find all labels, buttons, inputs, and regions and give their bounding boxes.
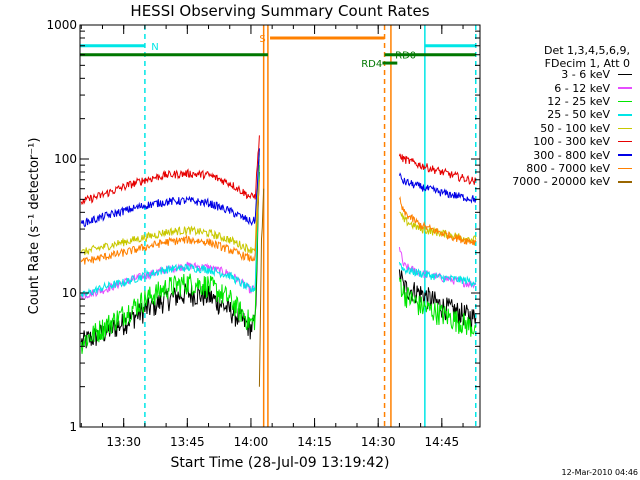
series-line-7-segment-1 <box>80 148 260 228</box>
flag-bar-label-5: RD0 <box>395 51 416 62</box>
x-axis-label: Start Time (28-Jul-09 13:19:42) <box>170 455 390 471</box>
x-tick-label-2: 13:45 <box>170 435 205 449</box>
y-tick-label-2: 10 <box>62 286 77 300</box>
series-line-6-segment-1 <box>80 135 260 206</box>
legend-header-line-1: Det 1,3,4,5,6,9, <box>543 44 630 57</box>
x-tick-label-3: 14:00 <box>234 435 269 449</box>
legend-label: 50 - 100 keV <box>540 121 610 135</box>
series-line-6-segment-2 <box>398 153 477 185</box>
series-line-5-segment-1 <box>80 148 260 256</box>
legend-swatch <box>618 127 632 129</box>
legend-item: 25 - 50 keV <box>512 108 632 121</box>
legend: 3 - 6 keV 6 - 12 keV 12 - 25 keV 25 - 50 ke… <box>512 68 632 189</box>
legend-label: 300 - 800 keV <box>533 148 610 162</box>
date-stamp: 12-Mar-2010 04:46 <box>561 468 639 477</box>
legend-item: 100 - 300 keV <box>512 135 632 148</box>
series-line-1-segment-2 <box>398 269 477 331</box>
legend-label: 12 - 25 keV <box>547 94 610 108</box>
series-line-3-segment-1 <box>80 165 260 354</box>
series-line-8-segment-2 <box>398 196 477 246</box>
legend-header-line-2: FDecim 1, Att 0 <box>544 57 630 70</box>
legend-label: 7000 - 20000 keV <box>512 175 610 189</box>
y-tick-label-3: 100 <box>54 152 77 166</box>
y-axis-label: Count Rate (s⁻¹ detector⁻¹) <box>27 138 42 315</box>
series-line-3-segment-2 <box>398 277 477 337</box>
legend-item: 300 - 800 keV <box>512 148 632 162</box>
flag-bar-label-3: S <box>259 34 265 45</box>
series-line-2-segment-1 <box>80 158 260 300</box>
legend-item: 6 - 12 keV <box>512 81 632 95</box>
flag-bar-label-1: N <box>151 42 158 53</box>
legend-swatch <box>618 73 632 76</box>
legend-item: 50 - 100 keV <box>512 122 632 135</box>
legend-item: 12 - 25 keV <box>512 95 632 108</box>
chart-title: HESSI Observing Summary Count Rates <box>130 2 430 20</box>
y-tick-label-4: 1000 <box>46 18 77 32</box>
flag-bar-label-6: RD4 <box>361 59 382 70</box>
x-tick-label-6: 14:45 <box>425 435 460 449</box>
legend-item: 800 - 7000 keV <box>512 162 632 175</box>
y-tick-label-1: 1 <box>69 420 77 434</box>
legend-label: 800 - 7000 keV <box>526 161 610 175</box>
plot-frame <box>79 24 481 428</box>
legend-label: 100 - 300 keV <box>533 135 610 149</box>
legend-swatch <box>618 140 632 143</box>
legend-header: Det 1,3,4,5,6,9, FDecim 1, Att 0 <box>544 44 630 70</box>
legend-swatch <box>618 114 632 116</box>
series-line-4-segment-2 <box>398 261 477 288</box>
series-line-4-segment-1 <box>80 153 260 298</box>
x-tick-label-4: 14:15 <box>297 435 332 449</box>
legend-item: 3 - 6 keV <box>512 68 632 81</box>
legend-label: 25 - 50 keV <box>547 108 610 122</box>
legend-swatch <box>618 87 632 89</box>
legend-swatch <box>618 100 632 103</box>
legend-swatch <box>618 181 632 183</box>
x-tick-label-1: 13:30 <box>106 435 141 449</box>
legend-label: 6 - 12 keV <box>554 81 610 95</box>
x-tick-label-5: 14:30 <box>361 435 396 449</box>
legend-swatch <box>618 167 632 170</box>
series-line-7-segment-2 <box>398 172 477 204</box>
legend-item: 7000 - 20000 keV <box>512 175 632 188</box>
legend-label: 3 - 6 keV <box>561 68 610 82</box>
series-line-9-segment-1 <box>258 188 265 387</box>
series-line-8-segment-1 <box>80 179 260 265</box>
legend-swatch <box>618 154 632 156</box>
